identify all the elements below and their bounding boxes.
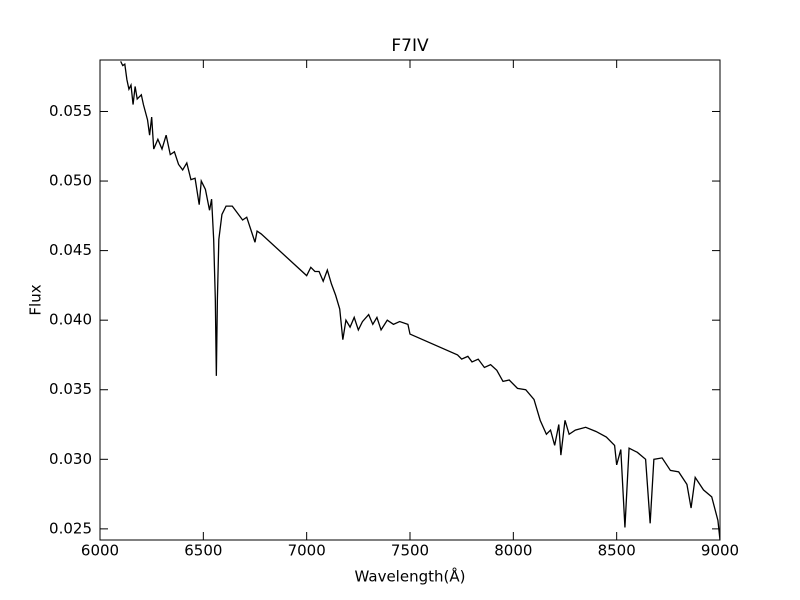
x-tick-label: 8000 bbox=[494, 542, 532, 560]
y-tick-label: 0.035 bbox=[49, 380, 92, 398]
y-tick-label: 0.025 bbox=[49, 519, 92, 537]
plot-frame bbox=[99, 59, 721, 541]
y-tick-label: 0.055 bbox=[49, 102, 92, 120]
x-tick-label: 6500 bbox=[184, 542, 222, 560]
x-tick-label: 8500 bbox=[598, 542, 636, 560]
x-tick-label: 7500 bbox=[391, 542, 429, 560]
chart-title: F7IV bbox=[391, 36, 429, 56]
y-tick-label: 0.045 bbox=[49, 241, 92, 259]
y-tick-label: 0.050 bbox=[49, 172, 92, 190]
y-tick-label: 0.030 bbox=[49, 450, 92, 468]
x-tick-label: 7000 bbox=[288, 542, 326, 560]
spectrum-line bbox=[120, 61, 720, 540]
x-tick-label: 9000 bbox=[701, 542, 739, 560]
x-tick-label: 6000 bbox=[81, 542, 119, 560]
y-axis-label: Flux bbox=[27, 284, 45, 315]
y-tick-label: 0.040 bbox=[49, 311, 92, 329]
x-axis-label: Wavelength(Å) bbox=[355, 567, 466, 586]
